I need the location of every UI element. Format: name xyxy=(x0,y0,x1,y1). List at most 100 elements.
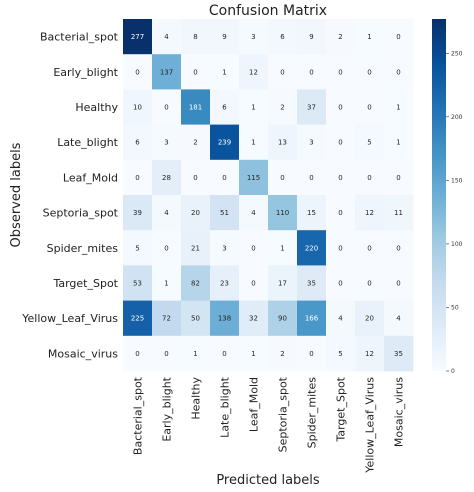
heatmap-cell xyxy=(210,54,240,90)
cell-value-label: 21 xyxy=(191,244,200,252)
heatmap-cell xyxy=(181,195,211,231)
cell-value-label: 28 xyxy=(162,174,171,182)
cell-value-label: 0 xyxy=(193,174,197,182)
heatmap-cell xyxy=(297,159,327,196)
x-tick-label: Mosaic_virus xyxy=(393,377,406,447)
heatmap-cell xyxy=(297,124,327,161)
heatmap-cell xyxy=(268,230,298,266)
cell-value-label: 110 xyxy=(276,209,289,217)
cell-value-label: 115 xyxy=(247,174,260,182)
cell-value-label: 0 xyxy=(164,244,168,252)
x-axis-label: Predicted labels xyxy=(216,473,320,488)
cell-value-label: 0 xyxy=(338,68,342,76)
heatmap-cell xyxy=(326,19,356,55)
heatmap-cell xyxy=(268,89,298,125)
cell-value-label: 1 xyxy=(280,244,284,252)
cell-value-label: 1 xyxy=(367,33,371,41)
heatmap-cell xyxy=(297,89,327,125)
cell-value-label: 0 xyxy=(309,68,313,76)
cell-value-label: 3 xyxy=(222,244,226,252)
heatmap-cell xyxy=(384,124,414,161)
heatmap-cell xyxy=(355,124,385,161)
heatmap-cell xyxy=(152,124,182,161)
cell-value-label: 3 xyxy=(164,139,168,147)
y-tick-label: Spider_mites xyxy=(47,242,119,255)
heatmap-cell xyxy=(152,19,182,55)
heatmap-cell xyxy=(268,19,298,55)
heatmap-cell xyxy=(326,159,356,196)
heatmap-cell xyxy=(181,335,211,372)
heatmap-cell xyxy=(210,159,240,196)
cell-value-label: 3 xyxy=(251,33,255,41)
heatmap-cell xyxy=(123,159,153,196)
heatmap-cell xyxy=(152,230,182,266)
cell-value-label: 0 xyxy=(338,139,342,147)
x-tick-label: Spider_mites xyxy=(306,377,319,449)
heatmap-cell xyxy=(326,124,356,161)
heatmap-cell xyxy=(326,54,356,90)
x-tick-label: Bacterial_spot xyxy=(132,376,145,455)
x-tick-label: Early_blight xyxy=(161,376,174,441)
cell-value-label: 6 xyxy=(135,139,140,147)
cell-value-label: 1 xyxy=(222,68,226,76)
cell-value-label: 4 xyxy=(251,209,256,217)
chart-title: Confusion Matrix xyxy=(209,3,327,19)
cell-value-label: 0 xyxy=(164,350,168,358)
cell-value-label: 166 xyxy=(305,315,319,323)
y-tick-label: Leaf_Mold xyxy=(63,171,118,184)
cell-value-label: 239 xyxy=(218,139,231,147)
cell-value-label: 4 xyxy=(338,315,343,323)
y-tick-label: Early_blight xyxy=(53,66,118,79)
cell-value-label: 6 xyxy=(222,104,227,112)
colorbar-tick-label: 250 xyxy=(451,50,463,57)
cell-value-label: 0 xyxy=(367,68,371,76)
heatmap-cell xyxy=(326,265,356,301)
heatmap-cell xyxy=(123,124,153,161)
y-tick-label: Septoria_spot xyxy=(43,207,119,220)
heatmap-cell xyxy=(268,54,298,90)
cell-value-label: 15 xyxy=(307,209,316,217)
y-tick-label: Mosaic_virus xyxy=(48,347,118,360)
heatmap-cell xyxy=(239,230,269,266)
cell-value-label: 0 xyxy=(338,244,342,252)
cell-value-label: 20 xyxy=(365,315,374,323)
heatmap-cell xyxy=(268,335,298,372)
y-tick-labels: Bacterial_spot Early_blight Healthy Late_bl… xyxy=(21,31,118,361)
cell-value-label: 0 xyxy=(251,280,255,288)
cell-value-label: 72 xyxy=(162,315,171,323)
heatmap-cell xyxy=(123,54,153,90)
cell-value-label: 8 xyxy=(193,33,197,41)
heatmap-cell xyxy=(268,195,298,231)
cell-value-label: 35 xyxy=(394,350,403,358)
cell-value-label: 5 xyxy=(338,350,342,358)
cell-value-label: 9 xyxy=(309,33,313,41)
cell-value-label: 13 xyxy=(278,139,287,147)
heatmap-cell xyxy=(181,230,211,266)
cell-value-label: 2 xyxy=(193,139,197,147)
heatmap-cell xyxy=(268,300,298,337)
heatmap-cell xyxy=(297,265,327,301)
x-tick-label: Late_blight xyxy=(219,376,232,437)
heatmap-cell xyxy=(210,89,240,125)
cell-value-label: 0 xyxy=(367,104,371,112)
heatmap-cell xyxy=(152,335,182,372)
heatmap-cell xyxy=(239,195,269,231)
heatmap-cell xyxy=(123,335,153,372)
cell-value-label: 37 xyxy=(307,104,316,112)
y-axis-label: Observed labels xyxy=(9,142,24,247)
heatmap-cell xyxy=(384,265,414,301)
cell-value-label: 50 xyxy=(191,315,200,323)
cell-value-label: 0 xyxy=(280,68,284,76)
cell-value-label: 4 xyxy=(396,315,401,323)
cell-value-label: 11 xyxy=(394,209,403,217)
cell-value-label: 90 xyxy=(278,315,287,323)
cell-value-label: 35 xyxy=(307,280,316,288)
cell-value-label: 0 xyxy=(309,174,313,182)
cell-value-label: 0 xyxy=(251,244,255,252)
cell-value-label: 12 xyxy=(365,350,374,358)
heatmap-cell xyxy=(355,195,385,231)
cell-value-label: 0 xyxy=(280,174,284,182)
colorbar-tick-label: 200 xyxy=(451,114,463,121)
cell-value-label: 1 xyxy=(251,139,255,147)
